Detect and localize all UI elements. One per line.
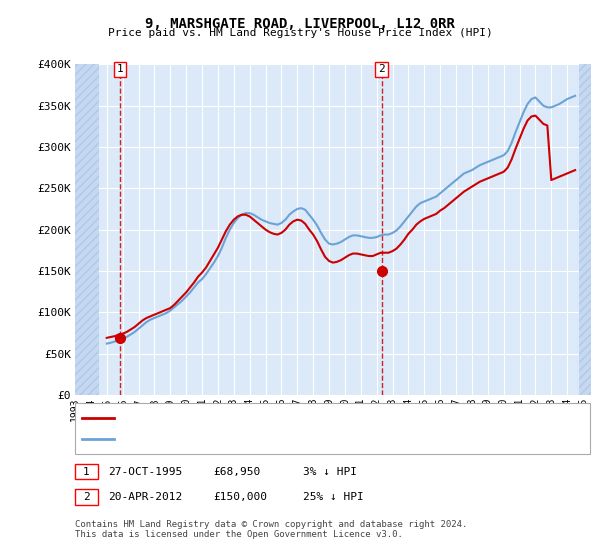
Text: 1: 1 bbox=[83, 466, 90, 477]
Text: 25% ↓ HPI: 25% ↓ HPI bbox=[303, 492, 364, 502]
Text: 3% ↓ HPI: 3% ↓ HPI bbox=[303, 466, 357, 477]
Text: 9, MARSHGATE ROAD, LIVERPOOL, L12 0RR (detached house): 9, MARSHGATE ROAD, LIVERPOOL, L12 0RR (d… bbox=[117, 413, 455, 423]
Text: Price paid vs. HM Land Registry's House Price Index (HPI): Price paid vs. HM Land Registry's House … bbox=[107, 28, 493, 38]
Text: 2: 2 bbox=[83, 492, 90, 502]
Text: Contains HM Land Registry data © Crown copyright and database right 2024.
This d: Contains HM Land Registry data © Crown c… bbox=[75, 520, 467, 539]
Bar bbox=[75, 64, 99, 395]
Text: 27-OCT-1995: 27-OCT-1995 bbox=[108, 466, 182, 477]
Text: 20-APR-2012: 20-APR-2012 bbox=[108, 492, 182, 502]
Text: £68,950: £68,950 bbox=[213, 466, 260, 477]
Text: 1: 1 bbox=[116, 64, 123, 74]
Text: HPI: Average price, detached house, Liverpool: HPI: Average price, detached house, Live… bbox=[117, 435, 398, 445]
Text: £150,000: £150,000 bbox=[213, 492, 267, 502]
Bar bbox=[579, 64, 591, 395]
Text: 9, MARSHGATE ROAD, LIVERPOOL, L12 0RR: 9, MARSHGATE ROAD, LIVERPOOL, L12 0RR bbox=[145, 17, 455, 31]
Text: 2: 2 bbox=[378, 64, 385, 74]
